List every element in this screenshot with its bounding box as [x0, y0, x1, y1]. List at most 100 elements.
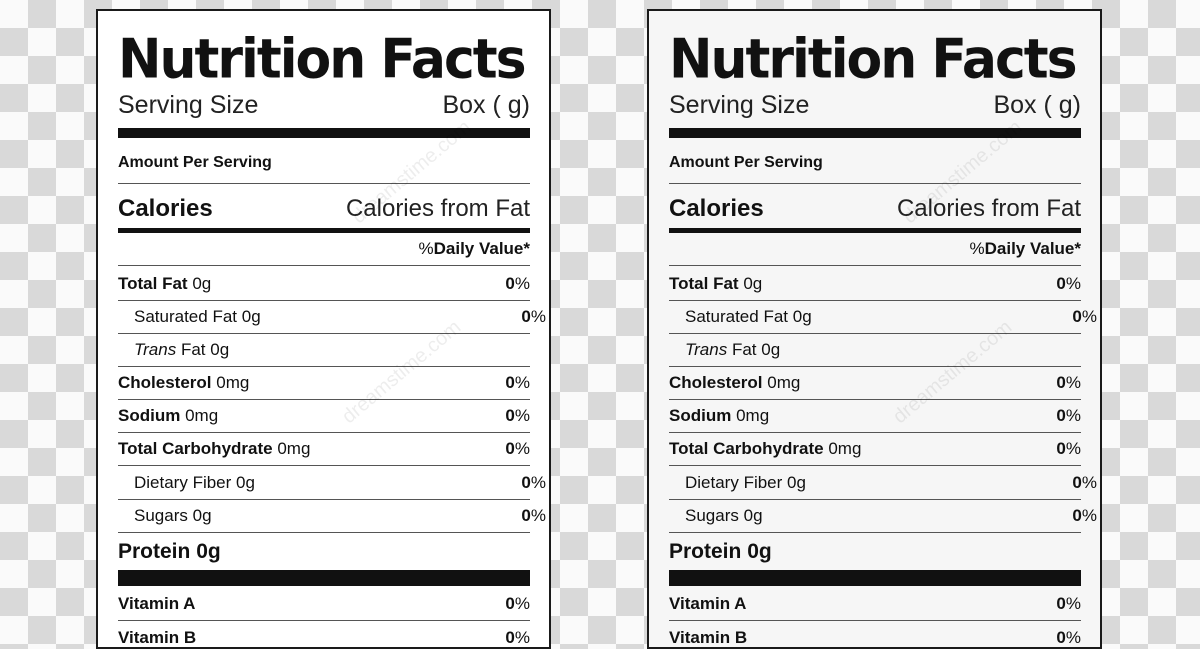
- label-title: Nutrition Facts: [118, 28, 527, 91]
- row-percent-symbol: %: [1065, 594, 1081, 613]
- row-percent-value: 0: [1056, 406, 1066, 425]
- row-total-carbohydrate: Total Carbohydrate 0mg 0%: [669, 432, 1081, 465]
- daily-value-percent: %: [969, 239, 985, 258]
- thick-divider: [669, 570, 1081, 586]
- medium-divider: [669, 228, 1081, 233]
- thick-divider: [118, 128, 530, 138]
- row-name: Sugars: [134, 506, 188, 525]
- row-name: Total Carbohydrate: [669, 439, 824, 458]
- divider: [669, 432, 1081, 433]
- serving-size-row: Serving Size Box ( g): [118, 89, 530, 121]
- row-vitamin-b: Vitamin B 0%: [118, 621, 530, 647]
- row-percent-symbol: %: [1065, 406, 1081, 425]
- row-percent-value: 0: [505, 628, 515, 647]
- row-percent-value: 0: [521, 506, 531, 525]
- medium-divider: [118, 228, 530, 233]
- amount-per-serving: Amount Per Serving: [118, 154, 272, 171]
- divider: [669, 333, 1081, 334]
- row-percent: 0%: [521, 300, 546, 333]
- row-name: Total Fat: [669, 274, 739, 293]
- row-name: Protein: [669, 540, 742, 563]
- row-total-fat: Total Fat 0g 0%: [669, 267, 1081, 300]
- row-percent-value: 0: [1056, 373, 1066, 392]
- row-amount: 0g: [236, 473, 255, 492]
- row-protein: Protein 0g: [118, 537, 221, 567]
- row-percent: 0%: [1056, 267, 1081, 300]
- divider: [669, 300, 1081, 301]
- row-percent-symbol: %: [530, 307, 546, 326]
- row-amount: 0mg: [216, 373, 250, 392]
- row-amount: 0g: [747, 540, 772, 563]
- row-name: Vitamin A: [669, 594, 747, 613]
- row-name: Vitamin B: [669, 628, 748, 647]
- divider: [669, 620, 1081, 621]
- row-percent-symbol: %: [514, 628, 530, 647]
- divider: [669, 499, 1081, 500]
- row-name: Sugars: [685, 506, 739, 525]
- serving-size-value: Box ( g): [442, 91, 530, 119]
- row-percent: 0%: [1056, 366, 1081, 399]
- calories-label: Calories: [669, 195, 764, 222]
- divider: [669, 265, 1081, 266]
- row-percent: 0%: [1056, 587, 1081, 620]
- row-percent-value: 0: [521, 307, 531, 326]
- row-percent-value: 0: [1056, 439, 1066, 458]
- row-percent: 0%: [505, 621, 530, 647]
- row-percent-value: 0: [505, 406, 515, 425]
- row-percent: 0%: [505, 432, 530, 465]
- serving-size-value: Box ( g): [993, 91, 1081, 119]
- amount-per-serving: Amount Per Serving: [669, 154, 823, 171]
- row-name: Cholesterol: [118, 373, 212, 392]
- serving-size-label: Serving Size: [118, 91, 259, 119]
- divider: [118, 300, 530, 301]
- divider: [118, 333, 530, 334]
- row-percent-symbol: %: [514, 439, 530, 458]
- daily-value-percent: %: [418, 239, 434, 258]
- serving-size-label: Serving Size: [669, 91, 810, 119]
- row-sugars: Sugars 0g 0%: [118, 499, 546, 532]
- row-percent: 0%: [1056, 399, 1081, 432]
- row-name: Protein: [118, 540, 191, 563]
- row-name: Saturated Fat: [685, 307, 789, 326]
- row-name: Dietary Fiber: [134, 473, 232, 492]
- calories-from-fat-label: Calories from Fat: [345, 195, 530, 222]
- row-saturated-fat: Saturated Fat 0g 0%: [669, 300, 1097, 333]
- row-percent: 0%: [1056, 432, 1081, 465]
- row-percent: 0%: [505, 267, 530, 300]
- row-total-fat: Total Fat 0g 0%: [118, 267, 530, 300]
- row-percent-symbol: %: [1065, 373, 1081, 392]
- row-amount: 0mg: [828, 439, 862, 458]
- row-amount: 0g: [192, 274, 212, 293]
- divider: [118, 465, 530, 466]
- row-amount: 0g: [792, 307, 812, 326]
- row-amount: 0g: [787, 473, 806, 492]
- row-percent-value: 0: [505, 373, 515, 392]
- row-percent-value: 0: [1072, 307, 1082, 326]
- row-amount: 0g: [241, 307, 261, 326]
- row-sodium: Sodium 0mg 0%: [118, 399, 530, 432]
- row-percent-value: 0: [1072, 473, 1082, 492]
- divider: [118, 183, 530, 184]
- nutrition-label-right: Nutrition Facts Serving Size Box ( g) Am…: [647, 9, 1102, 649]
- row-cholesterol: Cholesterol 0mg 0%: [118, 366, 530, 399]
- serving-size-row: Serving Size Box ( g): [669, 89, 1081, 121]
- daily-value-header: %Daily Value*: [969, 239, 1081, 259]
- row-percent: 0%: [521, 466, 546, 499]
- divider: [669, 532, 1081, 533]
- row-sugars: Sugars 0g 0%: [669, 499, 1097, 532]
- thick-divider: [669, 128, 1081, 138]
- row-amount: 0mg: [185, 406, 219, 425]
- row-amount: 0g: [192, 506, 212, 525]
- row-percent-value: 0: [1056, 274, 1066, 293]
- row-vitamin-b: Vitamin B 0%: [669, 621, 1081, 647]
- row-amount: 0g: [743, 506, 763, 525]
- row-name: Trans: [685, 340, 728, 359]
- divider: [118, 366, 530, 367]
- row-percent-symbol: %: [530, 473, 546, 492]
- row-dietary-fiber: Dietary Fiber 0g 0%: [669, 466, 1097, 499]
- row-trans-fat: Trans Fat 0g: [118, 333, 546, 366]
- row-amount: 0g: [743, 274, 763, 293]
- row-name: Cholesterol: [669, 373, 763, 392]
- row-vitamin-a: Vitamin A 0%: [669, 587, 1081, 620]
- row-percent-symbol: %: [1065, 439, 1081, 458]
